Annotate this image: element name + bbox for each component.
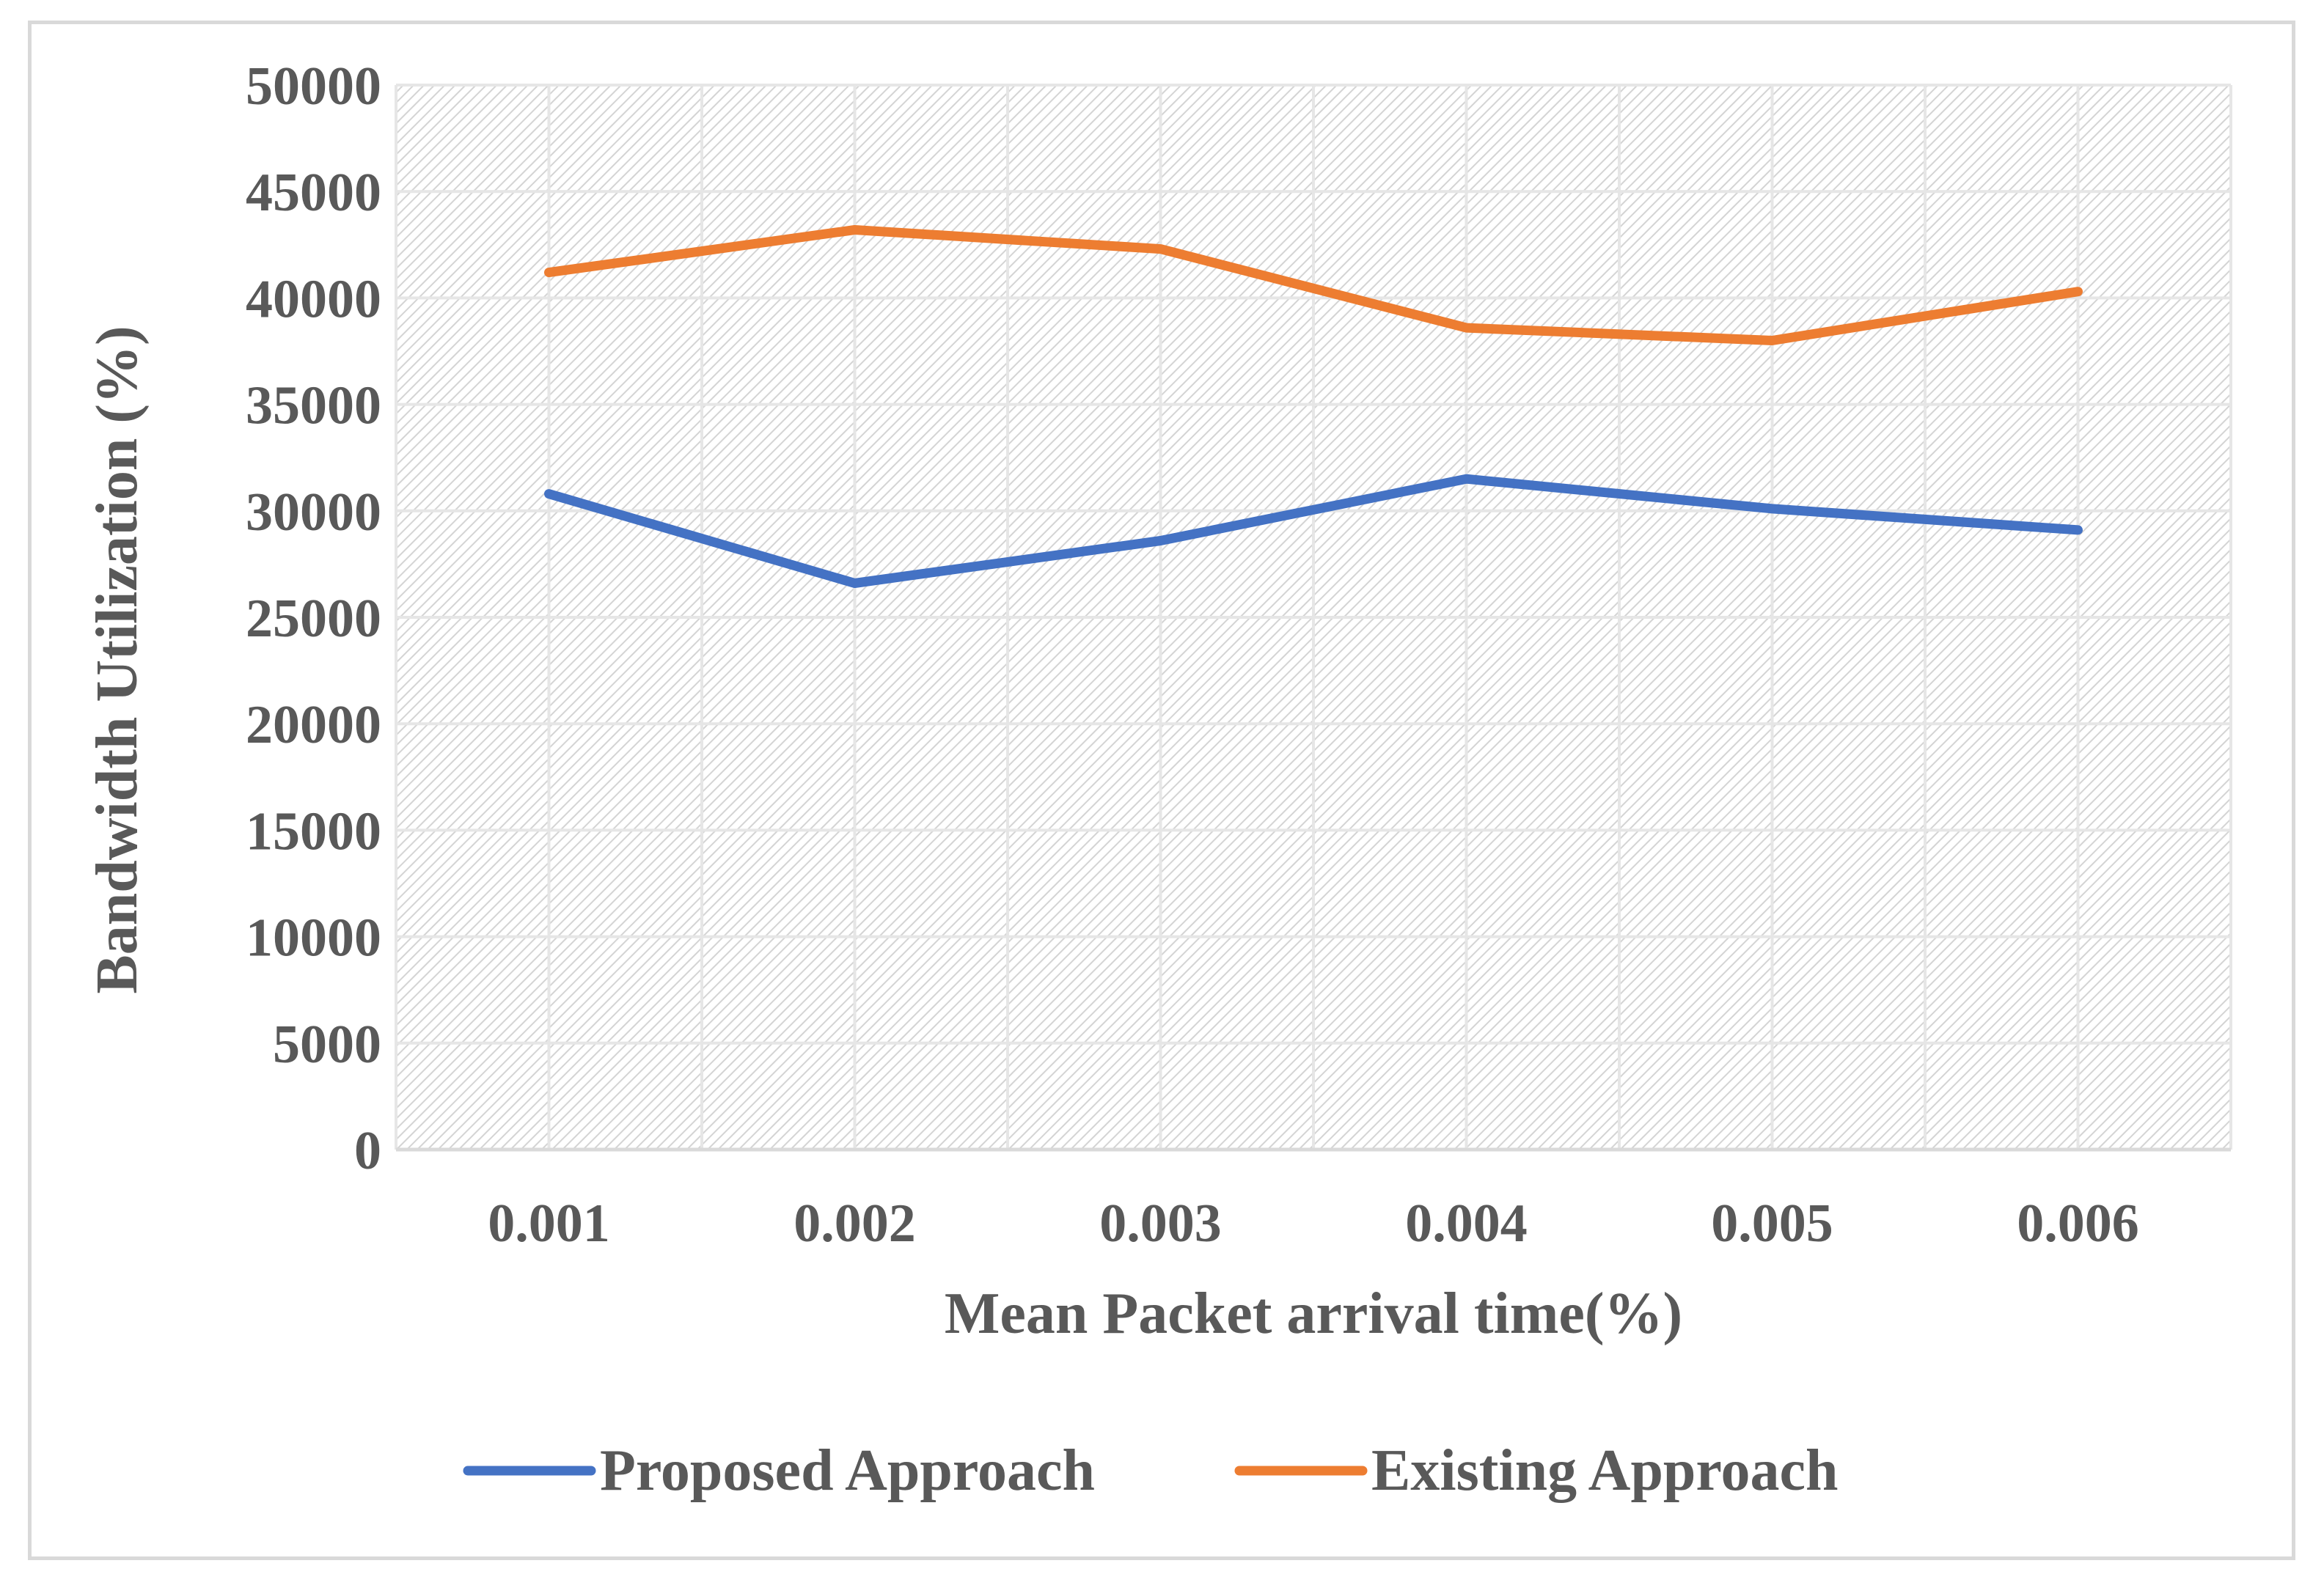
- x-tick-label: 0.004: [1405, 1194, 1528, 1254]
- legend-label-existing: Existing Approach: [1371, 1438, 1838, 1503]
- legend: Proposed Approach Existing Approach: [463, 1438, 1838, 1503]
- y-axis-ticks: 0 5000 10000 15000 20000 25000 30000 35000 40000…: [246, 56, 381, 1181]
- series-line-existing: [544, 225, 2083, 345]
- x-tick-label: 0.003: [1099, 1194, 1222, 1254]
- x-axis-title: Mean Packet arrival time(%): [945, 1282, 1682, 1346]
- y-tick-label: 45000: [246, 163, 381, 223]
- x-axis-ticks: 0.001 0.002 0.003 0.004 0.005 0.006: [488, 1194, 2139, 1254]
- x-tick-label: 0.001: [488, 1194, 610, 1254]
- y-tick-label: 0: [354, 1121, 381, 1181]
- y-tick-label: 40000: [246, 269, 381, 329]
- y-axis-title: Bandwidth Utilization (%): [85, 326, 150, 993]
- y-tick-label: 30000: [246, 482, 381, 543]
- y-tick-label: 35000: [246, 376, 381, 436]
- x-tick-label: 0.006: [2017, 1194, 2139, 1254]
- y-tick-label: 15000: [246, 801, 381, 861]
- y-tick-label: 50000: [246, 56, 381, 117]
- series-lines: [544, 225, 2083, 588]
- y-tick-label: 10000: [246, 908, 381, 968]
- y-tick-label: 5000: [273, 1015, 381, 1075]
- legend-label-proposed: Proposed Approach: [600, 1438, 1095, 1503]
- series-line-proposed: [544, 474, 2083, 588]
- y-tick-label: 25000: [246, 589, 381, 649]
- y-tick-label: 20000: [246, 695, 381, 755]
- x-tick-label: 0.005: [1711, 1194, 1833, 1254]
- x-tick-label: 0.002: [793, 1194, 916, 1254]
